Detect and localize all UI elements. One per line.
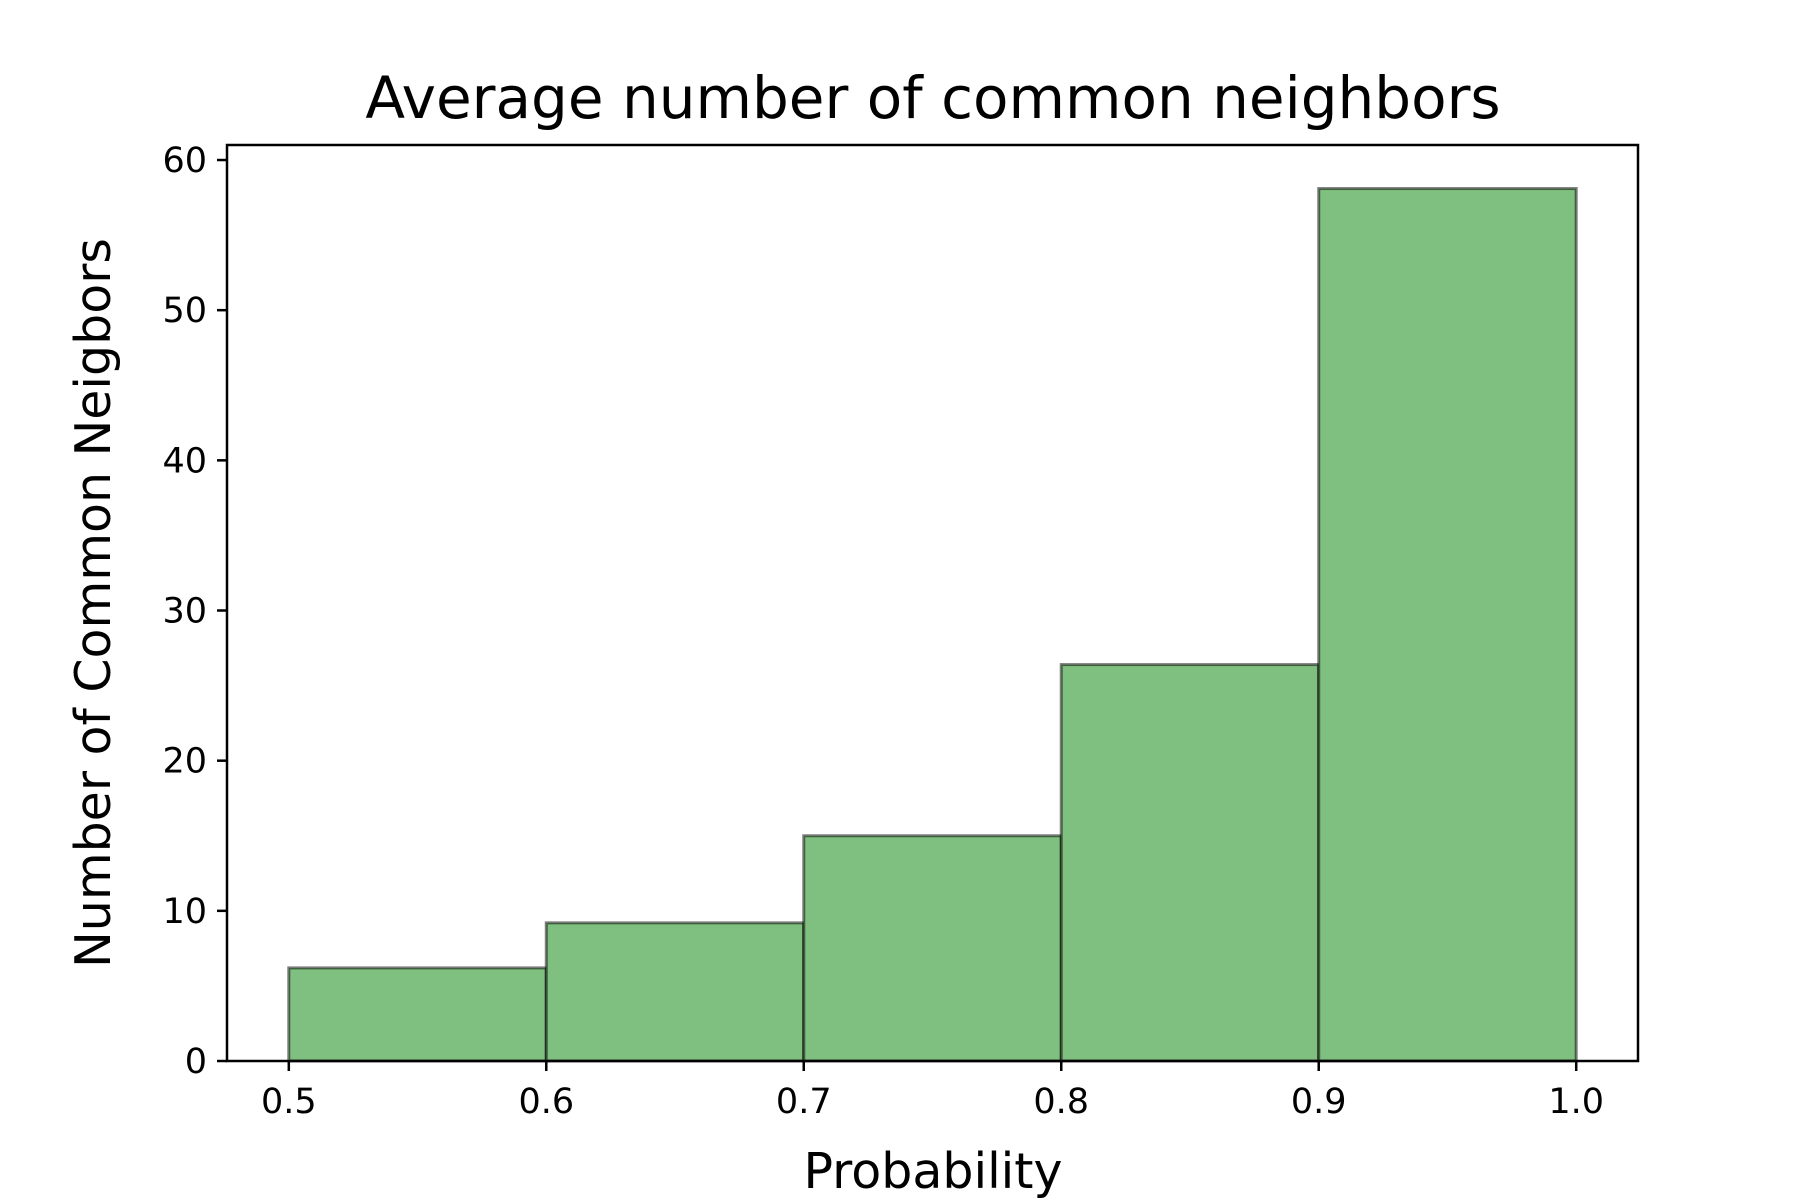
- histogram-bar-1: [287, 966, 548, 1063]
- plot-frame: [225, 143, 1640, 1063]
- x-tick-label: 0.8: [1033, 1082, 1089, 1122]
- histogram-bar-4: [1059, 663, 1321, 1063]
- y-tick-label: 50: [162, 291, 207, 331]
- histogram-bar-3: [802, 834, 1063, 1063]
- x-tick-label: 0.7: [776, 1082, 832, 1122]
- x-tick-label: 0.5: [261, 1082, 317, 1122]
- bars-group: [287, 187, 1578, 1063]
- chart-title: Average number of common neighbors: [365, 64, 1500, 132]
- histogram-bar-2: [544, 921, 806, 1063]
- x-tick-label: 0.6: [518, 1082, 574, 1122]
- y-tick-label: 60: [162, 141, 207, 181]
- histogram-bar-5: [1317, 187, 1578, 1063]
- y-tick-label: 40: [162, 441, 207, 481]
- y-tick-label: 20: [162, 742, 207, 782]
- y-tick-label: 0: [185, 1042, 207, 1082]
- x-tick-label: 1.0: [1548, 1082, 1604, 1122]
- y-tick-label: 30: [162, 592, 207, 632]
- x-tick-label: 0.9: [1291, 1082, 1347, 1122]
- x-axis-label: Probability: [803, 1143, 1062, 1200]
- y-axis-label: Number of Common Neigbors: [65, 238, 122, 968]
- y-ticks-group: 0 10 20 30 40 50 60: [162, 141, 227, 1082]
- x-ticks-group: 0.5 0.6 0.7 0.8 0.9 1.0: [261, 1061, 1604, 1122]
- y-tick-label: 10: [162, 892, 207, 932]
